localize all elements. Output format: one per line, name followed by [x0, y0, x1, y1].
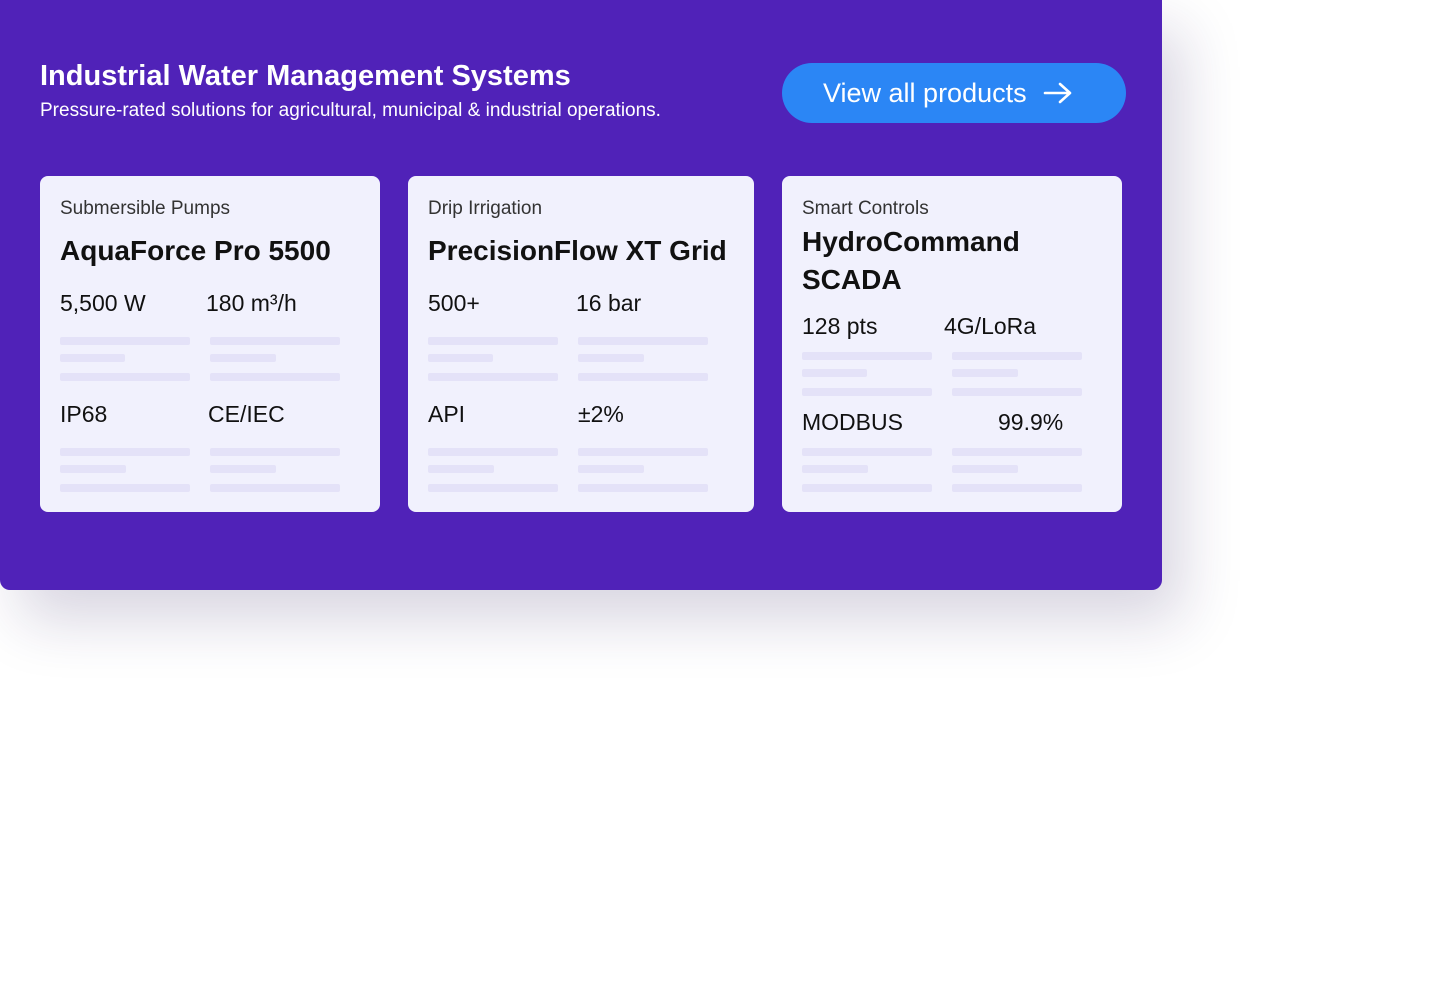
skeleton-line [952, 448, 1082, 456]
skeleton-line [210, 337, 340, 345]
skeleton-line [802, 352, 932, 360]
product-stat: 4G/LoRa [944, 313, 1037, 339]
skeleton-line [210, 354, 276, 362]
product-stat: 500+ [428, 290, 480, 316]
arrow-right-icon [1043, 82, 1071, 104]
product-category: Submersible Pumps [60, 198, 231, 219]
product-stat: 16 bar [576, 290, 642, 316]
skeleton-line [60, 373, 190, 381]
skeleton-line [428, 465, 494, 473]
skeleton-line [60, 337, 190, 345]
skeleton-line [60, 448, 190, 456]
skeleton-line [428, 484, 558, 492]
skeleton-line [802, 484, 932, 492]
skeleton-line [210, 373, 340, 381]
skeleton-line [952, 484, 1082, 492]
skeleton-line [210, 448, 340, 456]
product-category: Drip Irrigation [428, 198, 543, 219]
page-title: Industrial Water Management Systems [40, 60, 571, 92]
view-all-products-button[interactable]: View all products [782, 63, 1126, 123]
product-name: AquaForce Pro 5500 [60, 235, 331, 266]
product-name: PrecisionFlow XT Grid [428, 235, 727, 266]
skeleton-line [802, 388, 932, 396]
product-stat: 180 m³/h [206, 290, 297, 316]
skeleton-line [952, 388, 1082, 396]
product-stat: API [428, 401, 466, 427]
skeleton-line [578, 337, 708, 345]
skeleton-line [578, 465, 644, 473]
skeleton-line [578, 448, 708, 456]
skeleton-line [578, 354, 644, 362]
product-stat: ±2% [578, 401, 624, 427]
product-stat: 128 pts [802, 313, 878, 339]
product-stat: CE/IEC [208, 401, 285, 427]
product-card[interactable]: Smart Controls HydroCommand SCADA 128 pt… [782, 176, 1122, 512]
skeleton-line [952, 369, 1018, 377]
skeleton-line [210, 484, 340, 492]
page-subtitle: Pressure-rated solutions for agricultura… [40, 100, 661, 121]
skeleton-line [428, 373, 558, 381]
skeleton-line [802, 369, 867, 377]
skeleton-line [578, 484, 708, 492]
skeleton-line [952, 352, 1082, 360]
product-category: Smart Controls [802, 198, 929, 219]
product-card[interactable]: Drip Irrigation PrecisionFlow XT Grid 50… [408, 176, 754, 512]
button-label: View all products [823, 77, 1027, 108]
product-stat: 5,500 W [60, 290, 146, 316]
skeleton-line [60, 354, 125, 362]
product-stat: MODBUS [802, 409, 903, 435]
product-name: HydroCommand SCADA [802, 226, 1020, 295]
product-card[interactable]: Submersible Pumps AquaForce Pro 5500 5,5… [40, 176, 380, 512]
products-panel: Industrial Water Management Systems Pres… [0, 0, 1162, 590]
skeleton-line [210, 465, 276, 473]
skeleton-line [428, 448, 558, 456]
skeleton-line [60, 465, 126, 473]
skeleton-line [428, 337, 558, 345]
skeleton-line [802, 448, 932, 456]
skeleton-line [60, 484, 190, 492]
skeleton-line [802, 465, 868, 473]
product-stat: IP68 [60, 401, 108, 427]
skeleton-line [952, 465, 1018, 473]
product-stat: 99.9% [998, 409, 1064, 435]
skeleton-line [578, 373, 708, 381]
skeleton-line [428, 354, 493, 362]
